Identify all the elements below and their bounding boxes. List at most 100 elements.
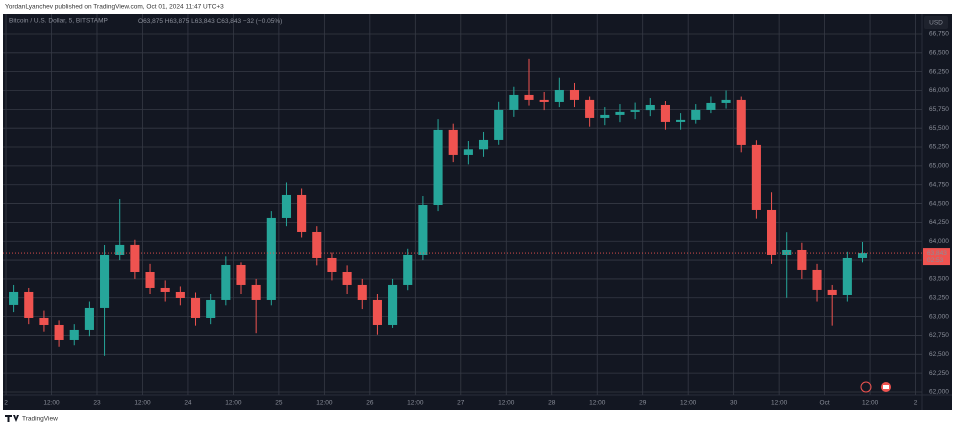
legend-l-label: L: [191, 18, 195, 25]
brand-logo: [5, 415, 19, 422]
candle-body: [206, 299, 216, 318]
x-tick-label: 12:00: [43, 400, 60, 407]
candle-body: [281, 194, 292, 218]
icon-news-glyph: [883, 385, 889, 389]
y-tick-label: 63,000: [929, 313, 949, 320]
candle-body: [312, 231, 322, 258]
x-tick-label: 28: [548, 400, 556, 407]
candle-body: [84, 307, 94, 330]
x-tick-label: 30: [730, 400, 738, 407]
candle-body: [266, 217, 276, 300]
candle-body: [569, 89, 580, 100]
y-tick-label: 66,250: [929, 68, 949, 75]
y-tick-label: 66,500: [929, 50, 949, 57]
y-tick-label: 65,500: [929, 125, 949, 132]
candle-body: [797, 249, 807, 270]
y-tick-label: 63,500: [929, 276, 949, 283]
candle-body: [600, 114, 610, 118]
x-tick-label: 12:00: [407, 400, 424, 407]
candle-body: [842, 257, 852, 295]
candle-body: [418, 204, 428, 255]
candle-body: [236, 264, 246, 285]
x-tick-label: 12:00: [589, 400, 606, 407]
candle-body: [327, 257, 337, 272]
candle-body: [160, 287, 170, 292]
x-tick-label: 25: [275, 400, 283, 407]
candle-body: [24, 291, 34, 318]
y-tick-label: 63,250: [929, 294, 949, 301]
x-tick-label: 2: [914, 400, 918, 407]
x-tick-label: 12:00: [225, 400, 242, 407]
y-tick-label: 64,250: [929, 219, 949, 226]
candle-body: [221, 264, 231, 300]
y-tick-label: 62,750: [929, 332, 949, 339]
candle-body: [54, 324, 64, 340]
candle-body: [39, 317, 49, 325]
y-tick-label: 62,250: [929, 370, 949, 377]
candle-body: [721, 99, 731, 103]
currency: USD: [929, 20, 943, 27]
candle-body: [251, 284, 261, 300]
legend-o: 63,875: [143, 18, 163, 25]
candle-body: [585, 99, 595, 118]
y-tick-label: 62,500: [929, 351, 949, 358]
candle-body: [494, 109, 504, 140]
candle-body: [630, 110, 640, 112]
candle-body: [357, 284, 367, 300]
ohlc-legend: O63,875 H63,875 L63,843 C63,843 −32 (−0.…: [138, 18, 282, 25]
y-tick-label: 65,250: [929, 144, 949, 151]
legend-c: 63,843: [221, 18, 241, 25]
candle-body: [676, 119, 686, 122]
candle-body: [100, 254, 110, 308]
candle-body: [857, 253, 868, 258]
candle-body: [615, 111, 625, 115]
candle-body: [660, 104, 670, 122]
x-tick-label: 24: [184, 400, 192, 407]
x-tick-label: 12:00: [498, 400, 515, 407]
axes: 62,000 62,250 62,500 62,750 63,000 63,250 63,5…: [4, 31, 950, 407]
candle-body: [691, 109, 701, 120]
candle-body: [524, 94, 534, 100]
candle-body: [463, 149, 473, 155]
candle-body: [190, 297, 201, 318]
candle-body: [767, 209, 777, 255]
x-tick-label: 23: [93, 400, 101, 407]
candle-body: [782, 249, 792, 255]
x-tick-label: 2: [4, 400, 8, 407]
candle-body: [9, 291, 19, 305]
candle-body: [130, 244, 140, 272]
candle-body: [539, 99, 549, 102]
x-tick-label: 12:00: [680, 400, 697, 407]
countdown: 02:53: [927, 257, 944, 264]
x-tick-label: Oct: [820, 400, 830, 407]
currency-box[interactable]: [924, 16, 948, 29]
legend-c-label: C: [217, 18, 222, 25]
candle-body: [175, 291, 185, 298]
icon-event[interactable]: [860, 381, 872, 393]
candle-body: [388, 284, 398, 325]
candle-body: [448, 129, 458, 155]
y-tick-label: 64,500: [929, 200, 949, 207]
candle-body: [342, 271, 352, 285]
candle-body: [645, 104, 655, 111]
y-tick-label: 66,750: [929, 31, 949, 38]
x-tick-label: 27: [457, 400, 465, 407]
candle-body: [827, 289, 837, 295]
y-tick-label: 64,750: [929, 181, 949, 188]
x-tick-label: 26: [366, 400, 374, 407]
candle-body: [736, 99, 746, 145]
candle-body: [706, 102, 716, 110]
y-tick-label: 64,000: [929, 238, 949, 245]
candle-body: [69, 329, 79, 340]
candle-body: [297, 194, 307, 232]
last-price-box: [923, 248, 950, 266]
brand: TradingView: [22, 416, 58, 423]
candle-body: [403, 254, 413, 285]
symbol: Bitcoin / U.S. Dollar, 5, BITSTAMP: [9, 18, 108, 25]
x-tick-label: 12:00: [862, 400, 879, 407]
candle-body: [812, 269, 822, 290]
legend-change: −32 (−0.05%): [243, 18, 282, 25]
candle-body: [509, 94, 519, 110]
